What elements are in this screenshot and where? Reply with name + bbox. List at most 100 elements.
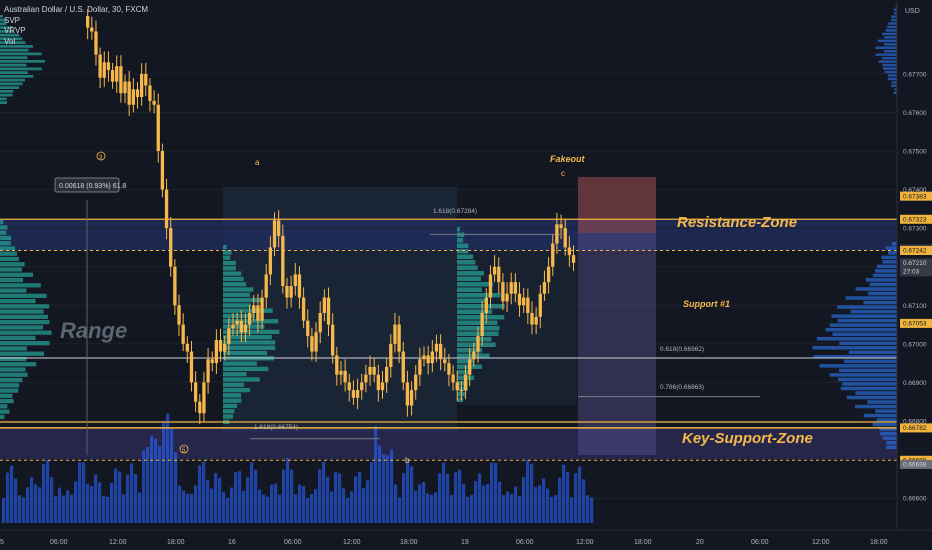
vrvp-bar	[887, 74, 897, 77]
candle-body	[368, 366, 372, 375]
volume-bar	[170, 428, 174, 523]
indicator-svp[interactable]: SVP	[4, 15, 21, 25]
price-marker[interactable]	[900, 214, 932, 224]
volume-bar	[454, 472, 458, 523]
volume-bar	[294, 494, 298, 523]
svp-bar	[0, 60, 45, 63]
candle-body	[297, 274, 302, 298]
time-axis[interactable]: 5 06:00 12:00 18:00 16 06:00 12:00 18:00 19 06:00…	[0, 529, 932, 550]
volume-bar	[78, 462, 82, 523]
svp-bar	[223, 382, 244, 387]
volume-bar	[530, 463, 534, 523]
volume-bar	[354, 476, 358, 523]
volume-bar	[522, 477, 526, 523]
svp-bar	[0, 241, 11, 246]
candle-body	[227, 328, 231, 344]
volume-bar	[326, 476, 330, 523]
candle-body	[492, 266, 497, 275]
volume-bar	[102, 495, 106, 523]
candle-body	[169, 228, 173, 267]
volume-bar	[126, 474, 130, 523]
volume-bar	[54, 496, 58, 523]
volume-bar	[302, 486, 306, 523]
vrvp-bar	[876, 264, 897, 269]
price-marker[interactable]	[900, 258, 932, 277]
vrvp-bar	[819, 364, 897, 368]
volume-bar	[26, 487, 30, 523]
indicator-vrvp[interactable]: VRVP	[4, 26, 26, 35]
volume-bar	[546, 488, 550, 523]
candle-body	[360, 382, 364, 391]
candle-body	[239, 320, 243, 333]
price-marker[interactable]	[900, 423, 932, 433]
svp-bar	[0, 251, 17, 256]
svp-bar	[223, 398, 242, 403]
price-marker[interactable]	[900, 191, 932, 201]
wave-a-label: a	[255, 158, 260, 167]
svp-bar	[457, 309, 493, 314]
volume-bar	[182, 490, 186, 523]
vrvp-bar	[882, 32, 897, 36]
candle-body	[173, 266, 177, 306]
vrvp-bar	[837, 305, 897, 309]
svp-bar	[223, 303, 252, 308]
price-axis[interactable]: USD 0.67700 0.67600 0.67500 0.67400 0.67300 0.…	[896, 0, 932, 530]
svp-bar	[457, 397, 464, 402]
candle-body	[405, 382, 410, 406]
volume-bar	[146, 447, 150, 523]
svp-bar	[223, 403, 238, 409]
volume-bar	[22, 497, 26, 523]
svp-bar	[223, 387, 251, 393]
time-tick-label: 06:00	[751, 539, 769, 546]
measure-box	[54, 177, 120, 193]
wave-c-label: c	[561, 169, 565, 178]
volume-bar	[390, 449, 394, 523]
candle-body	[277, 220, 281, 236]
price-marker[interactable]	[900, 318, 932, 328]
volume-bar	[262, 494, 266, 523]
price-tick-label: 0.67300	[903, 226, 927, 233]
candle-body	[414, 374, 418, 391]
price-tick-label: 0.67600	[903, 110, 927, 117]
fib-1618-top-label: 1.618(0.67284)	[433, 208, 477, 215]
candle-body	[509, 282, 513, 294]
volume-bar	[46, 460, 50, 523]
vrvp-bar	[891, 84, 897, 88]
svp-bar	[0, 22, 7, 26]
range-label: Range	[60, 318, 127, 343]
candle-body	[272, 220, 277, 248]
candle-body	[555, 224, 559, 244]
volume-bar	[486, 483, 490, 523]
svp-bar	[0, 235, 12, 241]
price-marker[interactable]	[900, 460, 932, 470]
volume-bar	[90, 486, 94, 523]
vrvp-bar	[880, 431, 897, 436]
volume-bar	[34, 484, 38, 523]
price-marker[interactable]	[900, 246, 932, 256]
svp-bar	[0, 404, 8, 409]
candle-body	[339, 370, 343, 375]
candle-body	[223, 343, 227, 352]
volume-bar	[70, 494, 74, 523]
volume-bar	[458, 469, 462, 523]
volume-bar	[494, 462, 498, 523]
svp-bar	[0, 341, 50, 346]
stop-loss-zone	[578, 177, 656, 233]
svp-bar	[0, 41, 26, 44]
volume-bar	[58, 487, 62, 523]
symbol-title[interactable]: Australian Dollar / U.S. Dollar, 30, FXC…	[4, 5, 149, 14]
indicator-vol[interactable]: Vol	[4, 36, 16, 46]
volume-bar	[234, 472, 238, 523]
volume-bar	[286, 458, 290, 523]
vrvp-bar	[874, 269, 897, 273]
svp-bar	[223, 414, 234, 419]
vrvp-bar	[854, 404, 897, 409]
volume-bar	[366, 480, 370, 523]
resistance-zone	[0, 219, 897, 251]
candle-body	[185, 343, 189, 352]
svp-bar	[0, 82, 23, 86]
svp-bar	[0, 220, 4, 225]
vrvp-bar	[893, 8, 897, 11]
